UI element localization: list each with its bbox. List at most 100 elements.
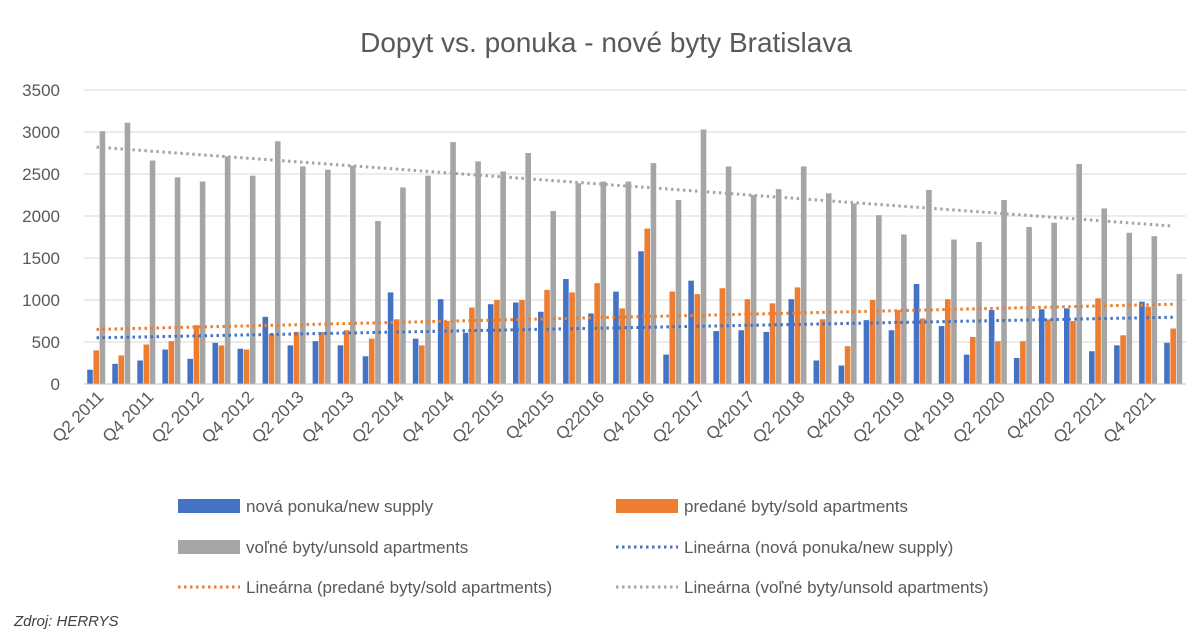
- bar-new-supply: [763, 331, 770, 384]
- bar-new-supply: [888, 330, 895, 384]
- bar-sold-apartments: [494, 300, 500, 384]
- bar-sold-apartments: [594, 283, 600, 384]
- bar-unsold-apartments: [775, 189, 782, 384]
- x-tick-label: Q2 2013: [248, 387, 308, 447]
- bar-new-supply: [1063, 308, 1070, 384]
- legend-label: Lineárna (voľné byty/unsold apartments): [684, 578, 989, 597]
- bar-sold-apartments: [769, 303, 776, 384]
- bar-unsold-apartments: [274, 141, 281, 384]
- legend-label: nová ponuka/new supply: [246, 497, 434, 516]
- bar-sold-apartments: [444, 321, 450, 384]
- x-tick-label: Q2 2021: [1050, 387, 1110, 447]
- bar-new-supply: [1089, 351, 1095, 384]
- legend-swatch: [178, 540, 240, 554]
- trendline-new-supply: [96, 315, 1174, 340]
- bar-unsold-apartments: [475, 161, 481, 384]
- bar-unsold-apartments: [1151, 236, 1158, 384]
- bar-new-supply: [963, 354, 970, 384]
- bar-new-supply: [87, 369, 93, 384]
- legend-label: Lineárna (nová ponuka/new supply): [684, 538, 953, 557]
- bar-unsold-apartments: [1076, 163, 1082, 384]
- bar-new-supply: [588, 313, 594, 384]
- bar-sold-apartments: [368, 338, 375, 384]
- bar-unsold-apartments: [375, 221, 381, 384]
- gridlines: [84, 89, 1186, 343]
- bar-sold-apartments: [694, 294, 701, 384]
- bar-new-supply: [813, 360, 820, 384]
- bar-new-supply: [1139, 301, 1145, 384]
- x-tick-label: Q4 2021: [1100, 387, 1160, 447]
- bar-sold-apartments: [343, 330, 350, 384]
- legend-unsold-apartments: voľné byty/unsold apartments: [178, 538, 468, 557]
- bar-new-supply: [538, 311, 544, 384]
- bar-new-supply: [913, 284, 920, 384]
- bar-new-supply: [613, 291, 619, 384]
- bar-unsold-apartments: [850, 203, 857, 384]
- bar-sold-apartments: [869, 300, 876, 384]
- bar-sold-apartments: [168, 341, 175, 384]
- bar-sold-apartments: [794, 287, 801, 384]
- legend-trend-unsold-apartments: Lineárna (voľné byty/unsold apartments): [616, 578, 989, 597]
- bar-sold-apartments: [143, 344, 150, 384]
- x-tick-label: Q4 2019: [899, 387, 959, 447]
- x-tick-label: Q2 2015: [449, 387, 509, 447]
- bar-unsold-apartments: [575, 183, 582, 384]
- y-tick-label: 2000: [22, 207, 60, 226]
- bar-unsold-apartments: [926, 189, 932, 384]
- bar-sold-apartments: [970, 336, 976, 384]
- bar-new-supply: [487, 304, 494, 384]
- y-tick-label: 1000: [22, 291, 60, 310]
- bar-sold-apartments: [744, 299, 751, 384]
- bar-new-supply: [838, 365, 845, 384]
- bar-new-supply: [387, 292, 394, 384]
- bar-sold-apartments: [1020, 341, 1026, 384]
- bar-unsold-apartments: [1101, 208, 1108, 384]
- bar-unsold-apartments: [800, 166, 807, 384]
- bar-unsold-apartments: [400, 187, 406, 384]
- bar-new-supply: [337, 345, 344, 384]
- bar-unsold-apartments: [675, 200, 682, 384]
- source-note: Zdroj: HERRYS: [13, 613, 118, 630]
- y-axis-tick-labels: 0 500 1000 1500 2000 2500 3000 3500: [22, 81, 60, 394]
- bar-unsold-apartments: [325, 169, 331, 384]
- bar-unsold-apartments: [600, 181, 607, 384]
- bar-unsold-apartments: [224, 156, 231, 384]
- bar-new-supply: [1164, 342, 1170, 384]
- bar-new-supply: [187, 358, 194, 384]
- bar-unsold-apartments: [876, 215, 882, 384]
- bar-new-supply: [638, 251, 644, 384]
- x-tick-label: Q2 2017: [649, 387, 709, 447]
- bar-new-supply: [688, 280, 694, 384]
- y-tick-label: 3500: [22, 81, 60, 100]
- bar-sold-apartments: [819, 319, 826, 384]
- bar-sold-apartments: [469, 307, 475, 384]
- bar-unsold-apartments: [1051, 222, 1057, 384]
- trendlines: [96, 145, 1174, 340]
- bar-new-supply: [1114, 345, 1120, 384]
- bar-unsold-apartments: [174, 177, 181, 384]
- x-tick-label: Q2 2014: [348, 387, 408, 447]
- bar-sold-apartments: [894, 310, 901, 384]
- bar-sold-apartments: [1095, 298, 1101, 384]
- bars: [87, 122, 1183, 384]
- bar-sold-apartments: [669, 291, 676, 384]
- bar-unsold-apartments: [750, 195, 757, 384]
- bar-new-supply: [162, 349, 168, 384]
- bar-new-supply: [988, 310, 995, 384]
- bar-unsold-apartments: [825, 193, 832, 384]
- bar-sold-apartments: [419, 345, 425, 384]
- legend-trend-new-supply: Lineárna (nová ponuka/new supply): [616, 538, 953, 557]
- bar-sold-apartments: [719, 288, 726, 384]
- bar-unsold-apartments: [425, 175, 431, 384]
- bar-sold-apartments: [619, 308, 625, 384]
- bar-unsold-apartments: [650, 163, 657, 384]
- bar-sold-apartments: [644, 228, 651, 384]
- bar-unsold-apartments: [1026, 226, 1032, 384]
- bar-unsold-apartments: [700, 129, 707, 384]
- legend-new-supply: nová ponuka/new supply: [178, 497, 434, 516]
- legend: nová ponuka/new supply predané byty/sold …: [178, 497, 989, 597]
- bar-new-supply: [1013, 357, 1020, 384]
- bar-unsold-apartments: [951, 239, 957, 384]
- bar-unsold-apartments: [976, 242, 982, 384]
- bar-new-supply: [938, 326, 945, 384]
